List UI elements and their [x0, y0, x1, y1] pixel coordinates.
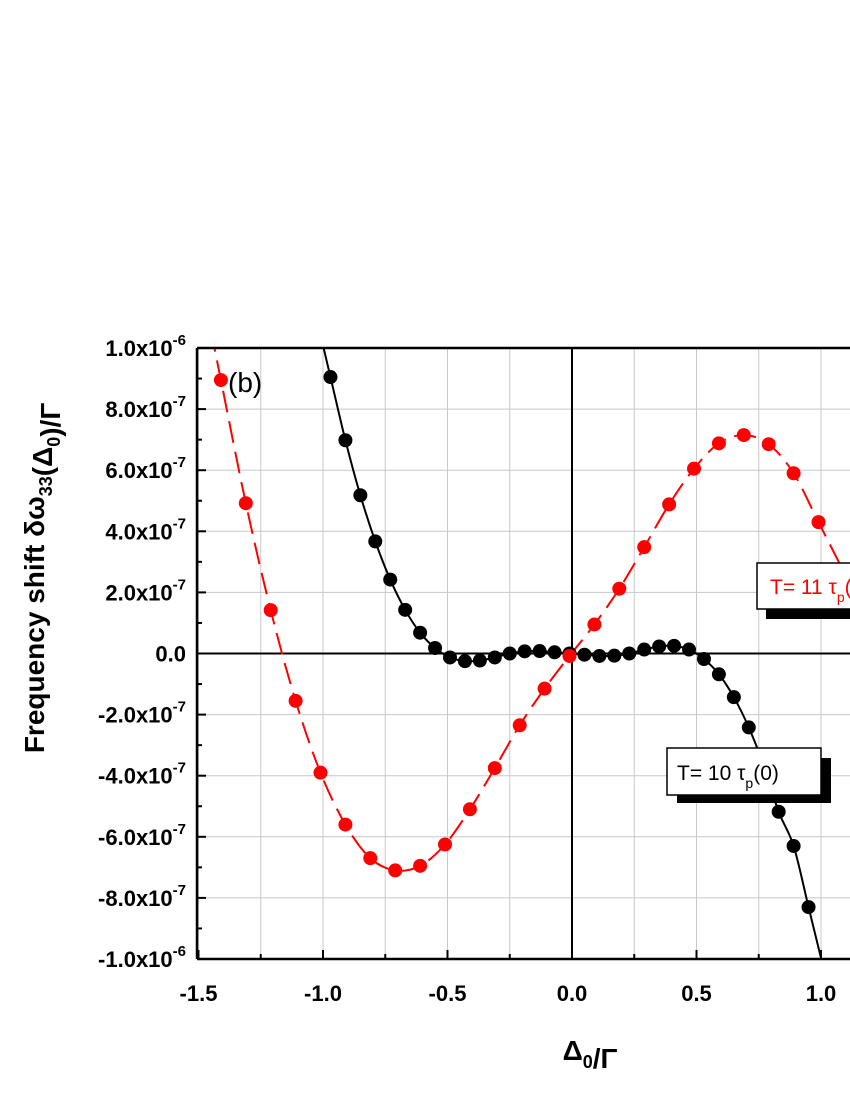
series-1-point-32: [801, 900, 816, 915]
y-tick-label-2: 6.0x10-7: [105, 454, 186, 483]
x-tick-label-5: 1.0: [806, 981, 837, 1006]
series-1-point-26: [711, 667, 726, 682]
x-axis-title: Δ0/Γ: [563, 1035, 618, 1074]
series-2-point-6: [363, 851, 378, 866]
y-axis-title: Frequency shift δω33(Δ0)/Γ: [19, 403, 66, 754]
x-tick-label-0: -1.5: [180, 981, 218, 1006]
y-tick-label-3: 4.0x10-7: [105, 515, 186, 544]
y-tick-label-10: -1.0x10-6: [98, 943, 186, 972]
series-2-point-13: [537, 681, 552, 696]
series-1-point-20: [622, 646, 637, 661]
series-1-point-13: [517, 644, 532, 659]
series-1-point-28: [741, 720, 756, 735]
series-2-point-22: [761, 437, 776, 452]
series-1-point-9: [457, 654, 472, 669]
series-2-fit-curve: [213, 348, 842, 872]
series-1-point-23: [667, 638, 682, 653]
series-2-point-21: [736, 428, 751, 443]
series-2-point-14: [562, 648, 577, 663]
series-1-point-7: [428, 641, 443, 656]
legend-series-2: T= 11 τp(0): [756, 562, 850, 619]
series-1-point-27: [726, 690, 741, 705]
series-1-point-12: [502, 646, 517, 661]
legend-series-1-box: [666, 747, 822, 796]
series-1-point-21: [637, 642, 652, 657]
series-1-point-11: [487, 650, 502, 665]
panel-label: (b): [228, 367, 262, 398]
legend-series-2-label: T= 11 τp(0): [770, 576, 850, 605]
series-1-point-25: [696, 651, 711, 666]
y-tick-label-5: 0.0: [155, 642, 186, 667]
series-2-point-20: [711, 436, 726, 451]
series-2-point-8: [413, 858, 428, 873]
series-1-point-8: [442, 650, 457, 665]
x-tick-label-3: 0.0: [557, 981, 588, 1006]
series-1-point-6: [413, 625, 428, 640]
y-tick-label-7: -4.0x10-7: [98, 760, 186, 789]
series-2-point-5: [338, 817, 353, 832]
series-1-point-19: [607, 648, 622, 663]
series-2-point-10: [462, 802, 477, 817]
y-tick-label-4: 2.0x10-7: [105, 576, 186, 605]
series-2-point-15: [587, 617, 602, 632]
y-tick-label-9: -8.0x10-7: [98, 882, 186, 911]
series-2-point-3: [288, 693, 303, 708]
series-2-point-2: [263, 603, 278, 618]
series-1-point-3: [368, 534, 383, 549]
series-1-point-4: [383, 572, 398, 587]
series-2-point-0: [213, 373, 228, 388]
series-2-point-1: [238, 496, 253, 511]
legend-series-1: T= 10 τp(0): [666, 747, 831, 803]
series-1-point-14: [532, 644, 547, 659]
series-2-point-19: [687, 461, 702, 476]
axis-ticks: [197, 347, 822, 960]
series-1-point-1: [338, 433, 353, 448]
x-tick-label-2: -0.5: [429, 981, 467, 1006]
series-1-point-31: [786, 838, 801, 853]
x-tick-labels: -1.5 -1.0 -0.5 0.0 0.5 1.0: [180, 981, 837, 1006]
series-2-point-7: [388, 863, 403, 878]
series-2-point-16: [612, 581, 627, 596]
y-tick-labels: 1.0x10-6 8.0x10-7 6.0x10-7 4.0x10-7 2.0x10-7…: [98, 332, 186, 972]
series-1-point-17: [577, 647, 592, 662]
series-2-point-4: [313, 765, 328, 780]
series-1-point-18: [592, 648, 607, 663]
series-1-point-15: [547, 645, 562, 660]
series-1-point-0: [323, 370, 338, 385]
series-1-point-10: [472, 653, 487, 668]
series-2-point-18: [662, 497, 677, 512]
series-2-point-23: [786, 466, 801, 481]
legend-series-2-box: [756, 562, 850, 610]
series-1-point-24: [682, 642, 697, 657]
series-2-point-9: [438, 837, 453, 852]
series-1-point-22: [652, 639, 667, 654]
series-1-point-30: [771, 804, 786, 819]
x-tick-label-4: 0.5: [681, 981, 712, 1006]
series-2-point-17: [637, 540, 652, 555]
legend-series-1-label: T= 10 τp(0): [677, 762, 779, 791]
series-1-point-5: [398, 602, 413, 617]
series-2-point-24: [811, 515, 826, 530]
y-tick-label-1: 8.0x10-7: [105, 393, 186, 422]
series-2-point-12: [512, 718, 527, 733]
series-1-point-2: [353, 488, 368, 503]
series-2-point-11: [487, 761, 502, 776]
y-tick-label-8: -6.0x10-7: [98, 821, 186, 850]
y-tick-label-6: -2.0x10-7: [98, 699, 186, 728]
x-tick-label-1: -1.0: [304, 981, 342, 1006]
data-points: [213, 370, 826, 915]
y-tick-label-0: 1.0x10-6: [105, 332, 186, 361]
